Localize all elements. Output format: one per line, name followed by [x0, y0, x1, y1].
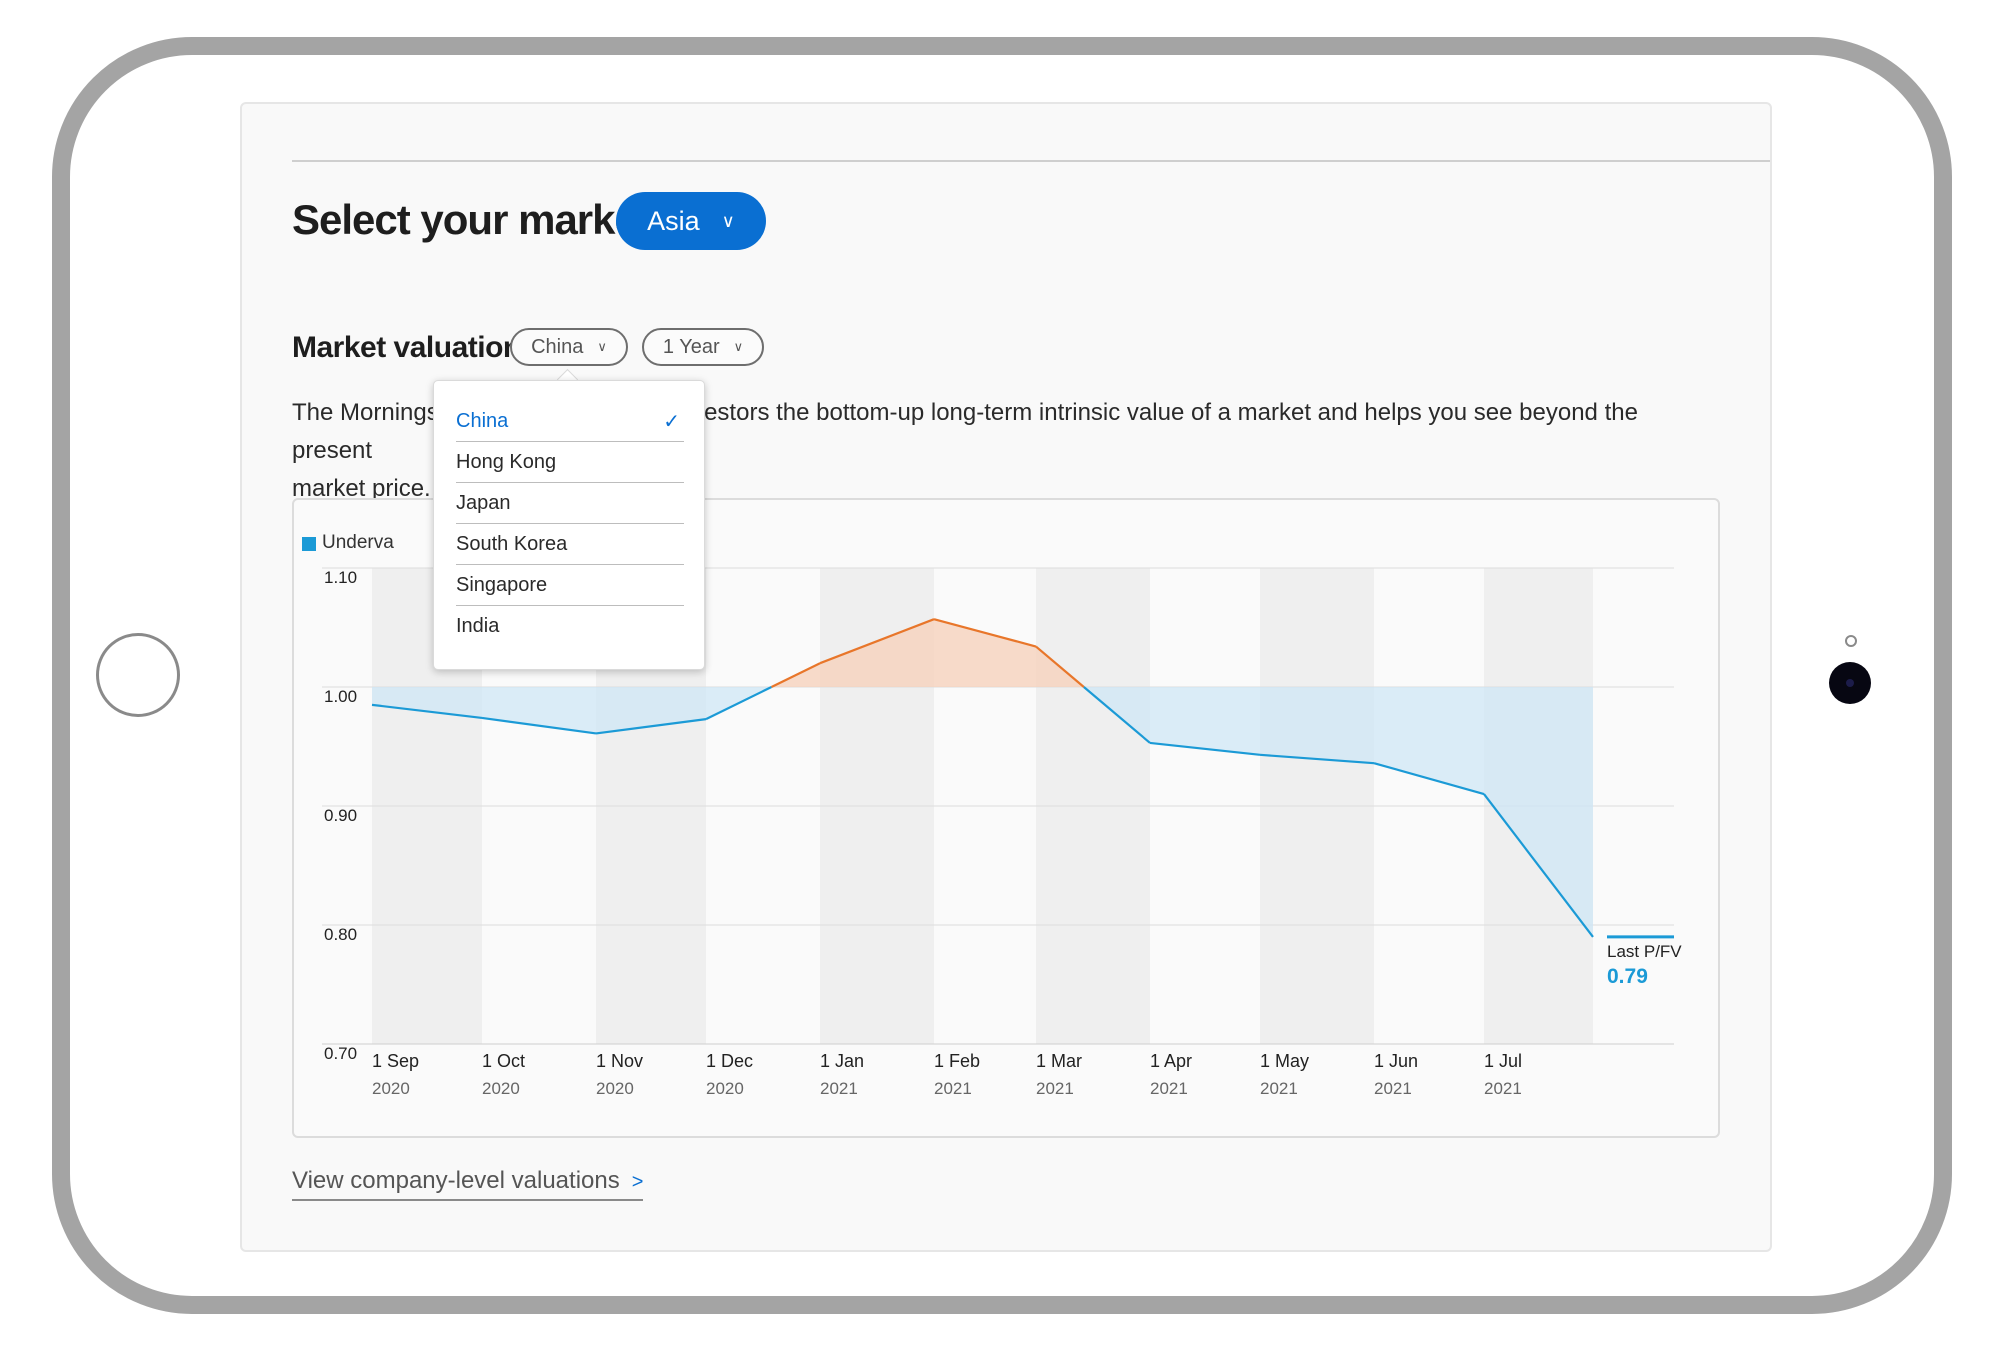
dropdown-item-label: Singapore	[456, 573, 548, 596]
overvalued-line	[1035, 645, 1085, 688]
x-tick-year: 2021	[1150, 1079, 1188, 1098]
undervalued-area	[1260, 687, 1374, 764]
sensor-dot	[1845, 635, 1857, 647]
y-tick-label: 0.70	[324, 1044, 357, 1063]
country-select-label: China	[531, 335, 584, 358]
x-tick-label: 1 Apr	[1150, 1051, 1192, 1071]
x-tick-label: 1 May	[1260, 1051, 1309, 1071]
country-dropdown-menu: China ✓ Hong Kong Japan South Korea Sing…	[433, 380, 705, 670]
dropdown-item-label: South Korea	[456, 532, 568, 555]
x-tick-label: 1 Jan	[820, 1051, 864, 1071]
undervalued-line	[1373, 762, 1485, 796]
dropdown-item-label: Japan	[456, 491, 511, 514]
home-button[interactable]	[96, 633, 180, 717]
undervalued-area	[1150, 687, 1260, 755]
x-tick-year: 2021	[934, 1079, 972, 1098]
period-select[interactable]: 1 Year ∨	[642, 328, 764, 366]
y-tick-label: 0.90	[324, 806, 357, 825]
x-tick-year: 2021	[1374, 1079, 1412, 1098]
last-value-label: Last P/FV	[1607, 942, 1682, 961]
legend-swatch	[302, 537, 316, 551]
link-label: View company-level valuations	[292, 1167, 620, 1194]
x-tick-label: 1 Feb	[934, 1051, 980, 1071]
dropdown-item[interactable]: India	[456, 606, 684, 647]
app-screen: Select your market Asia ∨ Market valuati…	[240, 102, 1772, 1252]
overvalued-line	[771, 662, 821, 688]
chevron-down-icon: ∨	[733, 339, 744, 354]
dropdown-item[interactable]: South Korea	[456, 524, 684, 565]
x-tick-label: 1 Jul	[1484, 1051, 1522, 1071]
description-text: The Morningst investors the bottom-up lon…	[292, 394, 1712, 508]
dropdown-item[interactable]: Singapore	[456, 565, 684, 606]
x-tick-label: 1 Jun	[1374, 1051, 1418, 1071]
description-left: The Morningst	[292, 399, 446, 426]
x-tick-label: 1 Nov	[596, 1051, 643, 1071]
undervalued-line	[1149, 741, 1261, 756]
x-tick-year: 2021	[820, 1079, 858, 1098]
undervalued-area	[372, 687, 482, 718]
undervalued-line	[1259, 753, 1375, 765]
x-tick-label: 1 Mar	[1036, 1051, 1082, 1071]
description-right: investors the bottom-up long-term intrin…	[292, 399, 1638, 464]
region-select-button[interactable]: Asia ∨	[616, 192, 766, 250]
overvalued-area	[934, 619, 1036, 687]
undervalued-line	[1083, 686, 1151, 744]
chevron-down-icon: ∨	[721, 210, 735, 231]
period-select-label: 1 Year	[662, 335, 720, 358]
x-tick-year: 2020	[372, 1079, 410, 1098]
top-divider	[292, 160, 1770, 162]
dropdown-item[interactable]: Hong Kong	[456, 442, 684, 483]
company-valuations-link[interactable]: View company-level valuations >	[292, 1167, 644, 1201]
x-tick-year: 2020	[596, 1079, 634, 1098]
x-tick-year: 2021	[1484, 1079, 1522, 1098]
y-tick-label: 1.10	[324, 568, 357, 587]
overvalued-line	[933, 618, 1037, 648]
undervalued-line	[481, 716, 597, 735]
dropdown-item[interactable]: China ✓	[456, 401, 684, 442]
x-tick-year: 2020	[482, 1079, 520, 1098]
x-tick-year: 2021	[1260, 1079, 1298, 1098]
section-title: Market valuation	[292, 331, 521, 364]
x-tick-label: 1 Oct	[482, 1051, 525, 1071]
dropdown-item[interactable]: Japan	[456, 483, 684, 524]
undervalued-line	[1483, 793, 1594, 938]
overvalued-area	[820, 619, 934, 687]
dropdown-item-label: India	[456, 615, 500, 637]
region-label: Asia	[647, 205, 700, 236]
camera-icon	[1829, 662, 1871, 704]
chevron-right-icon: >	[631, 1171, 644, 1193]
description-line2: market price.	[292, 475, 431, 502]
x-tick-label: 1 Dec	[706, 1051, 753, 1071]
x-tick-year: 2020	[706, 1079, 744, 1098]
legend-label: Underva	[322, 532, 394, 553]
x-tick-year: 2021	[1036, 1079, 1074, 1098]
valuation-chart: 1.10 1.00 0.90 0.80 0.70 1 Sep 2020 1 Oct 2020 1 …	[322, 567, 1682, 1098]
overvalued-line	[819, 618, 935, 665]
dropdown-item-label: China	[456, 409, 509, 432]
y-tick-label: 0.80	[324, 925, 357, 944]
x-tick-label: 1 Sep	[372, 1051, 419, 1071]
check-icon: ✓	[663, 410, 680, 433]
y-tick-label: 1.00	[324, 687, 357, 706]
undervalued-line	[595, 718, 707, 735]
undervalued-area	[1374, 687, 1484, 795]
undervalued-line	[705, 686, 772, 721]
undervalued-area	[1484, 687, 1593, 937]
page-title: Select your market	[292, 196, 651, 243]
chevron-down-icon: ∨	[597, 339, 607, 354]
last-value: 0.79	[1607, 965, 1648, 988]
undervalued-line	[371, 703, 483, 720]
dropdown-item-label: Hong Kong	[456, 450, 557, 473]
country-select[interactable]: China ∨	[510, 328, 628, 366]
